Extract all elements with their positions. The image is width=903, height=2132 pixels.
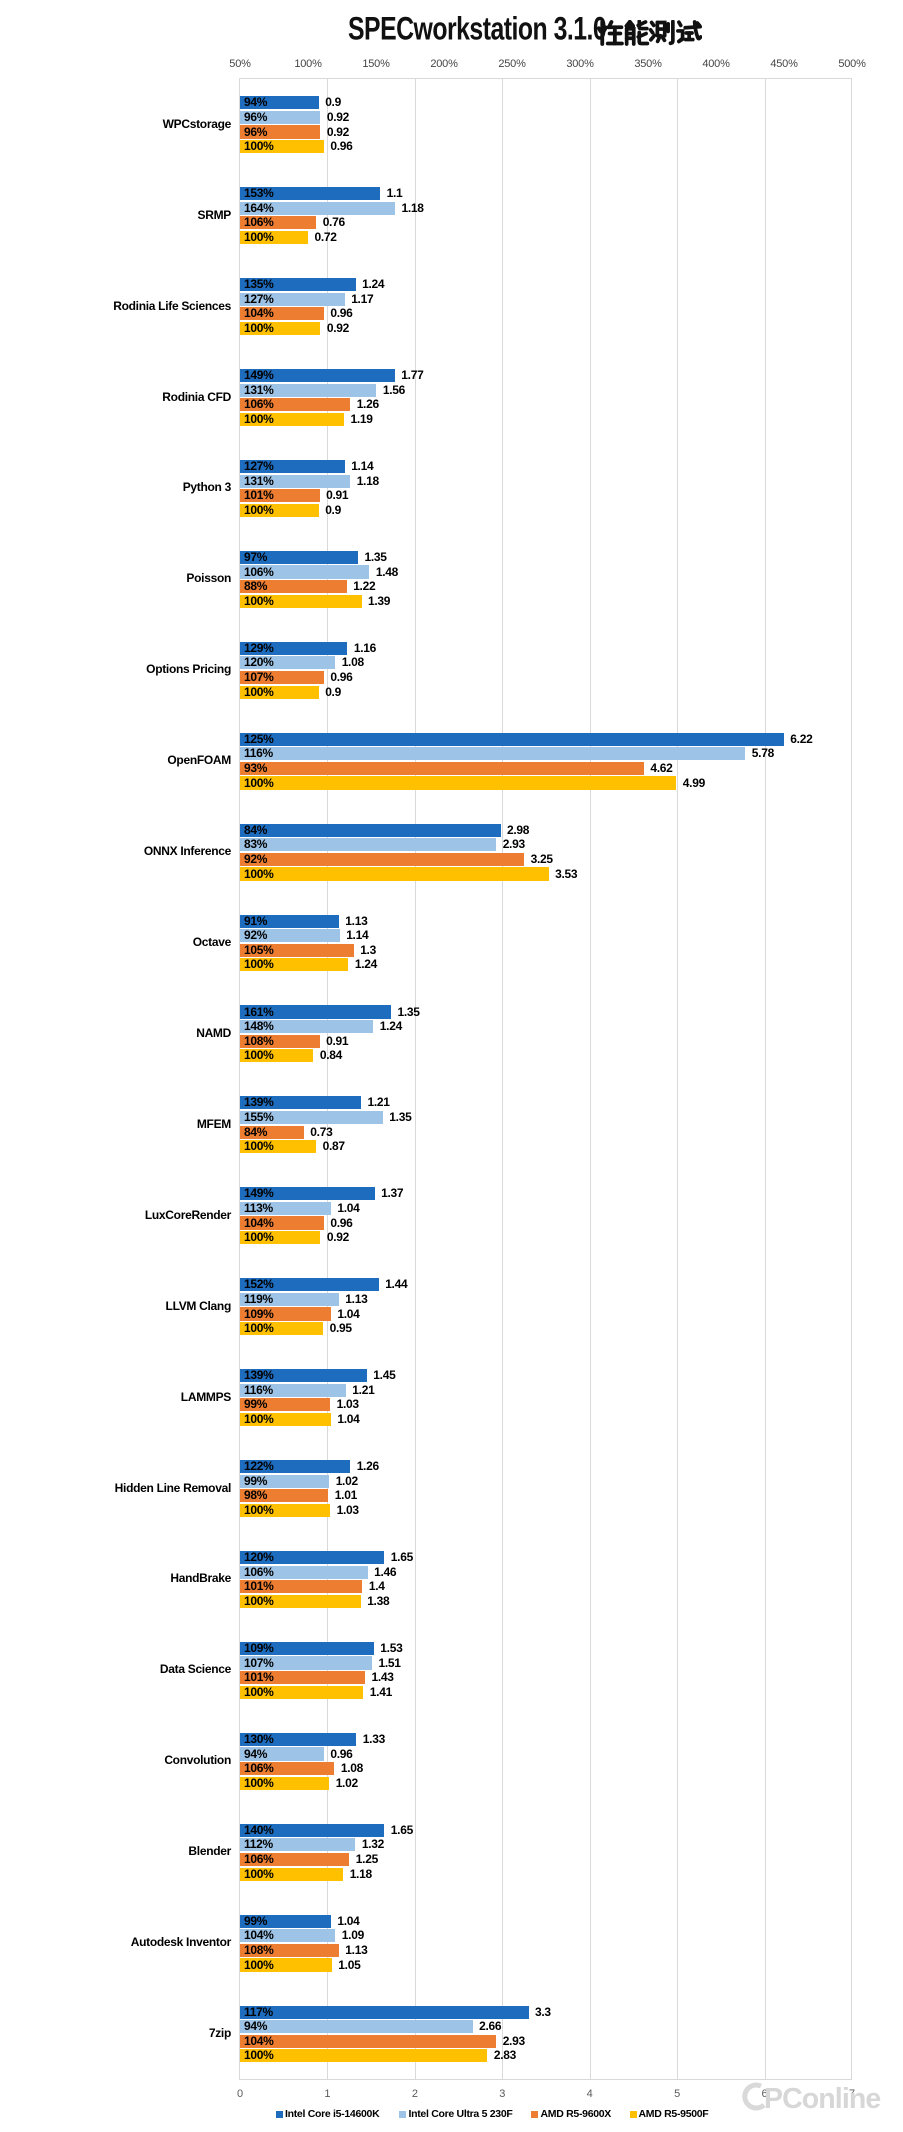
svg-text:PConline: PConline bbox=[764, 2083, 880, 2115]
